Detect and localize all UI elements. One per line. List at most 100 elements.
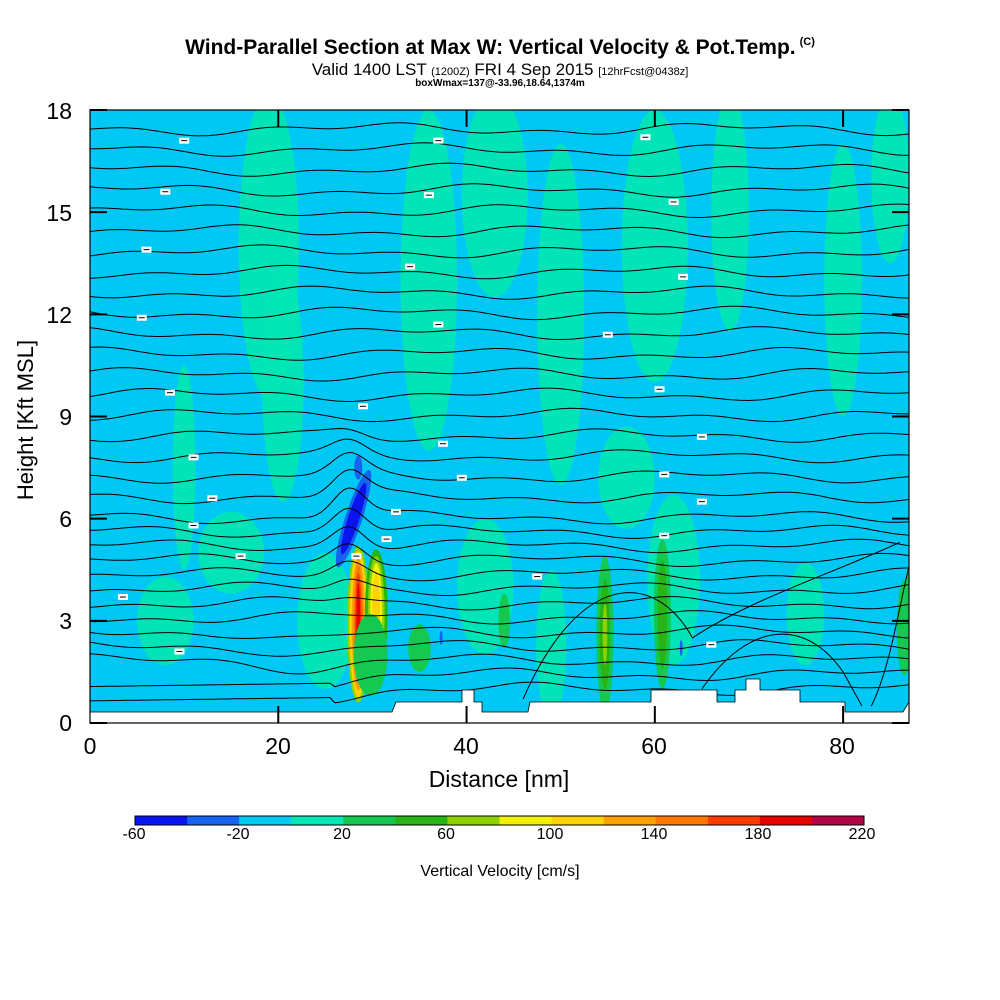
- contour-label: [456, 474, 467, 481]
- tick-marks: [90, 109, 909, 724]
- theta-contour: [90, 407, 909, 423]
- colorbar-cell: [655, 816, 709, 825]
- x-tick-20: 20: [265, 733, 291, 759]
- theta-contour: [90, 183, 909, 198]
- contour-label: [602, 331, 613, 338]
- box-wmax-label: boxWmax=137@-33.96,18.64,1374m: [415, 78, 585, 89]
- y-tick-0: 0: [59, 710, 72, 736]
- contour-label: [532, 573, 543, 580]
- x-tick-40: 40: [453, 733, 479, 759]
- weak-updraft-region: [598, 426, 655, 529]
- weak-updraft-region: [172, 365, 196, 570]
- theta-contour: [90, 387, 909, 403]
- colorbar-label-neg60: -60: [122, 826, 146, 843]
- contour-label: [433, 137, 444, 144]
- theta-contour: [90, 438, 909, 464]
- theta-contour: [90, 560, 909, 582]
- x-axis-label: Distance [nm]: [428, 766, 570, 792]
- theta-contour: [90, 624, 909, 640]
- y-tick-18: 18: [46, 98, 72, 124]
- contour-label: [358, 403, 368, 410]
- x-tick-60: 60: [641, 733, 667, 759]
- contour-label: [160, 188, 171, 195]
- contour-label: [188, 454, 199, 461]
- weak-updraft-region: [137, 576, 194, 666]
- theta-contour: [90, 244, 909, 259]
- y-tick-12: 12: [46, 302, 72, 328]
- colorbar-cell: [499, 816, 553, 825]
- theta-contour: [870, 566, 909, 707]
- theta-contour: [90, 596, 909, 611]
- contour-label: [423, 192, 434, 199]
- theta-contour: [90, 224, 909, 239]
- weak-updraft-region: [786, 562, 825, 666]
- terrain: [90, 678, 909, 723]
- weak-updraft-region: [198, 511, 265, 594]
- theta-contour: [90, 610, 909, 625]
- colorbar-label-180: 180: [744, 826, 772, 843]
- theta-contour: [522, 542, 900, 700]
- contour-label: [659, 532, 670, 539]
- y-tick-6: 6: [59, 506, 72, 532]
- theta-contour: [90, 326, 909, 340]
- colorbar-cell: [187, 816, 240, 825]
- theta-contour: [90, 507, 909, 539]
- theta-contour: [90, 653, 909, 675]
- theta-contour: [90, 526, 909, 554]
- colorbar-cell: [551, 816, 605, 825]
- weak-updraft-region: [711, 110, 749, 332]
- weak-updraft-region: [461, 110, 528, 298]
- contour-labels: [117, 134, 717, 655]
- colorbar-cell: [239, 816, 292, 825]
- contour-label: [659, 471, 670, 478]
- weak-updraft-region: [297, 552, 354, 689]
- chart-title: Wind-Parallel Section at Max W: Vertical…: [185, 36, 815, 59]
- contour-label: [235, 553, 246, 560]
- contour-label: [668, 198, 679, 205]
- colorbar-cell: [811, 816, 865, 825]
- contour-label: [640, 134, 651, 141]
- colorbar-cell: [759, 816, 813, 825]
- colorbar-cell: [135, 816, 188, 825]
- contour-label: [433, 321, 444, 328]
- colorbar-label-60: 60: [437, 826, 455, 843]
- theta-contour: [90, 264, 909, 280]
- contour-label: [351, 553, 362, 560]
- colorbar-cell: [291, 816, 344, 825]
- theta-contour: [701, 633, 863, 707]
- contour-label: [405, 263, 416, 270]
- colorbar-cell: [447, 816, 500, 825]
- theta-contour: [90, 285, 909, 300]
- contour-label: [696, 498, 707, 505]
- theta-contour: [90, 578, 909, 596]
- contour-label: [141, 246, 152, 253]
- theta-contour: [90, 142, 909, 157]
- contour-label: [165, 389, 176, 396]
- theta-contour: [90, 305, 909, 321]
- theta-contour: [90, 203, 909, 218]
- contour-label: [390, 508, 401, 515]
- contour-label: [706, 641, 717, 648]
- weak-updraft-regions: [137, 110, 909, 720]
- weak-updraft-region: [824, 144, 862, 417]
- weak-updraft-region: [871, 110, 909, 264]
- theta-contour: [90, 346, 909, 361]
- contour-label: [678, 273, 689, 280]
- contour-label: [696, 433, 707, 440]
- theta-contour: [90, 367, 909, 382]
- potential-temperature-contours: [90, 122, 909, 707]
- theta-contour: [90, 639, 909, 657]
- title-mark: (C): [799, 36, 815, 48]
- colorbar-cell: [395, 816, 448, 825]
- theta-contour: [90, 122, 909, 137]
- colorbar-label-neg20: -20: [226, 826, 250, 843]
- theta-contour: [90, 162, 909, 178]
- chart-subtitle: Valid 1400 LST (1200Z) FRI 4 Sep 2015 [1…: [311, 60, 689, 79]
- contour-label: [381, 536, 392, 543]
- colorbar-title: Vertical Velocity [cm/s]: [420, 863, 580, 880]
- contour-label: [179, 137, 190, 144]
- theta-contour: [90, 543, 909, 568]
- contour-label: [207, 495, 218, 502]
- contour-label: [136, 314, 147, 321]
